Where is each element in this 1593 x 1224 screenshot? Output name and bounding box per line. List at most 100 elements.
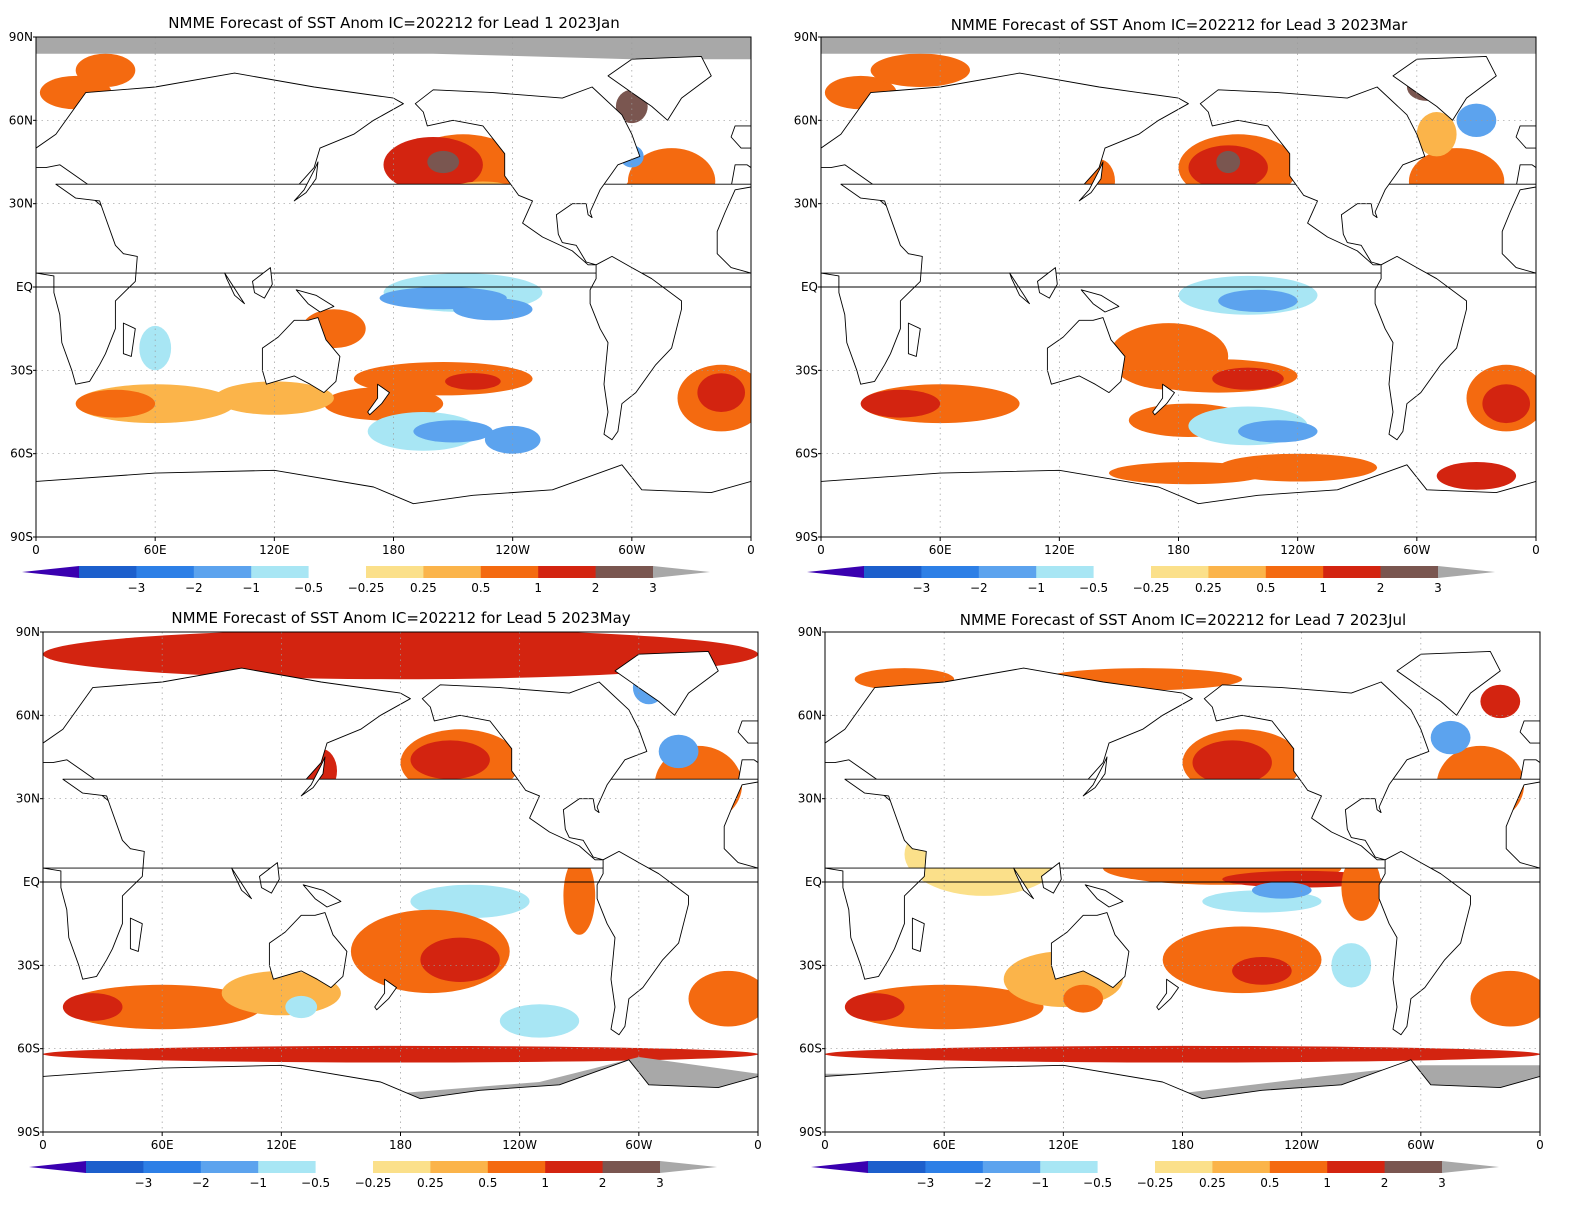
land-mass: [614, 650, 719, 716]
lat-tick-label: EQ: [23, 875, 40, 889]
land-mass: [36, 183, 751, 385]
land-mass: [421, 681, 648, 861]
land-mass: [825, 1059, 1540, 1132]
lon-tick-label: 0: [747, 543, 755, 557]
lat-tick-label: 90N: [794, 30, 818, 44]
lon-tick-label: 0: [39, 1138, 47, 1152]
lat-tick-label: 90S: [799, 1125, 822, 1139]
land-mass: [36, 464, 751, 537]
forecast-panel-lead-1: NMME Forecast of SST Anom IC=202212 for …: [0, 0, 796, 612]
colorbar-label: 0.5: [478, 1176, 497, 1190]
lat-tick-label: 30N: [794, 197, 818, 211]
anomaly-region: [697, 373, 745, 412]
land-mass: [129, 917, 143, 952]
map-area: [821, 37, 1536, 537]
colorbar-label: 1: [1319, 581, 1327, 595]
anomaly-region: [1218, 289, 1298, 312]
anomaly-region: [1063, 984, 1104, 1013]
land-mass: [596, 850, 689, 1036]
lon-tick-label: 0: [1536, 1138, 1544, 1152]
anomaly-region: [1252, 882, 1312, 899]
lon-tick-label: 120E: [1048, 1138, 1079, 1152]
lat-tick-label: 30S: [10, 363, 33, 377]
map-frame: [35, 36, 752, 538]
colorbar-swatch: [1208, 566, 1267, 578]
map-area: [36, 37, 751, 537]
map-figure: NMME Forecast of SST Anom IC=202212 for …: [798, 611, 1544, 1190]
anomaly-region: [1212, 367, 1284, 390]
map-area: [43, 632, 758, 1132]
land-mass: [730, 125, 751, 188]
colorbar-label: −0.5: [294, 581, 323, 595]
lon-tick-labels: 0 60E 120E 180 120W 60W 0: [821, 1132, 1544, 1152]
map-frame: [42, 631, 759, 1133]
colorbar-label: −1: [1031, 1176, 1049, 1190]
lon-tick-labels: 0 60E 120E 180 120W 60W 0: [39, 1132, 762, 1152]
anomaly-region: [1436, 462, 1517, 490]
colorbar-swatch: [373, 1161, 431, 1173]
colorbar-swatch: [258, 1161, 317, 1173]
lat-tick-label: 30N: [9, 197, 33, 211]
colorbar-label: −0.25: [348, 581, 385, 595]
land-mass: [414, 86, 641, 266]
colorbar: −3 −2 −1 −0.5 −0.25 0.25 0.5 1 2 3: [29, 1161, 717, 1190]
colorbar-label: 1: [541, 1176, 549, 1190]
colorbar-swatch: [925, 1161, 984, 1173]
land-mass: [122, 322, 136, 357]
panel-title: NMME Forecast of SST Anom IC=202212 for …: [951, 16, 1408, 34]
land-mass: [1392, 55, 1497, 121]
anomaly-region: [139, 325, 172, 371]
lon-tick-label: 60E: [933, 1138, 956, 1152]
colorbar-label: −2: [974, 1176, 992, 1190]
land-mass: [1515, 125, 1536, 188]
lat-tick-label: EQ: [801, 280, 818, 294]
land-mass: [367, 383, 390, 416]
colorbar-label: 2: [592, 581, 600, 595]
lon-tick-label: 60W: [625, 1138, 652, 1152]
land-mass: [43, 1059, 758, 1132]
land-mass: [1519, 720, 1540, 783]
colorbar-swatch: [1265, 566, 1324, 578]
land-mass: [1046, 317, 1126, 394]
lon-tick-label: 60W: [1403, 543, 1430, 557]
anomaly-region: [1482, 384, 1530, 424]
anomaly-region: [499, 1004, 580, 1038]
colorbar: −3 −2 −1 −0.5 −0.25 0.25 0.5 1 2 3: [22, 566, 710, 595]
land-mass: [231, 867, 252, 900]
lon-tick-label: 120E: [1044, 543, 1075, 557]
anomaly-region: [688, 970, 758, 1027]
lat-tick-labels: 90N 60N 30N EQ 30S 60S 90S: [9, 30, 36, 544]
lat-tick-label: EQ: [805, 875, 822, 889]
lon-tick-label: 60E: [929, 543, 952, 557]
lon-tick-labels: 0 60E 120E 180 120W 60W 0: [817, 537, 1540, 557]
colorbar-label: −3: [917, 1176, 935, 1190]
land-mass: [1082, 756, 1108, 797]
colorbar-label: 0.25: [1199, 1176, 1226, 1190]
lat-tick-labels: 90N 60N 30N EQ 30S 60S 90S: [798, 625, 825, 1139]
map-figure: NMME Forecast of SST Anom IC=202212 for …: [794, 16, 1540, 595]
colorbar-label: 0.5: [1260, 1176, 1279, 1190]
colorbar-swatch: [1093, 566, 1152, 578]
lon-tick-label: 0: [821, 1138, 829, 1152]
land-mass: [1152, 383, 1175, 416]
anomaly-region: [214, 381, 334, 415]
lon-tick-labels: 0 60E 120E 180 120W 60W 0: [32, 537, 755, 557]
lon-tick-label: 120W: [495, 543, 530, 557]
colorbar-swatch: [602, 1161, 661, 1173]
colorbar-swatch: [545, 1161, 604, 1173]
land-mass: [825, 778, 1540, 980]
anomaly-region: [1470, 970, 1540, 1027]
land-mass: [1037, 267, 1058, 299]
anomaly-region: [420, 937, 500, 982]
colorbar-swatch: [480, 566, 539, 578]
lon-tick-label: 60E: [151, 1138, 174, 1152]
colorbar-label: 2: [1377, 581, 1385, 595]
colorbar: −3 −2 −1 −0.5 −0.25 0.25 0.5 1 2 3: [811, 1161, 1499, 1190]
lat-tick-label: 90S: [10, 530, 33, 544]
colorbar-label: −3: [128, 581, 146, 595]
colorbar-swatch: [251, 566, 310, 578]
colorbar-over-arrow: [660, 1161, 717, 1173]
anomaly-region: [563, 857, 596, 935]
land-mass: [907, 322, 921, 357]
colorbar-label: −2: [192, 1176, 210, 1190]
